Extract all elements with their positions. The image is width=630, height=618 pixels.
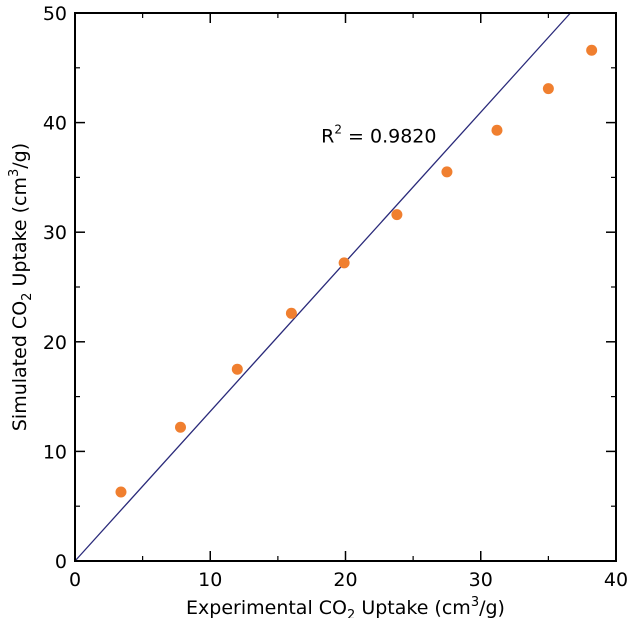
data-point [391, 209, 403, 221]
fit-line-layer [74, 12, 571, 562]
x-tick-label: 40 [604, 569, 628, 591]
y-tick-label: 10 [43, 441, 67, 463]
y-tick-label: 50 [43, 3, 67, 25]
r-squared-annotation: R2 = 0.9820 [321, 122, 436, 147]
data-point [174, 421, 186, 433]
y-tick-label: 0 [55, 551, 67, 573]
x-tick-label: 10 [198, 569, 222, 591]
data-point [491, 124, 503, 136]
x-tick-label: 30 [469, 569, 493, 591]
data-point [231, 363, 243, 375]
plot-frame [74, 12, 617, 562]
y-ticks: 0 10 20 30 40 50 [43, 3, 616, 573]
x-axis-title: Experimental CO2 Uptake (cm3/g) [186, 595, 505, 618]
data-point [542, 83, 554, 95]
y-tick-label: 30 [43, 222, 67, 244]
points-layer [115, 44, 598, 498]
data-point [338, 257, 350, 269]
y-axis-title: Simulated CO2 Uptake (cm3/g) [7, 143, 35, 431]
data-point [441, 166, 453, 178]
data-point [586, 44, 598, 56]
y-tick-label: 40 [43, 113, 67, 135]
x-ticks: 0 10 20 30 40 [69, 13, 628, 591]
x-tick-label: 20 [333, 569, 357, 591]
data-point [115, 486, 127, 498]
x-tick-label: 0 [69, 569, 81, 591]
y-tick-label: 20 [43, 332, 67, 354]
fit-line [74, 12, 571, 562]
data-point [285, 307, 297, 319]
